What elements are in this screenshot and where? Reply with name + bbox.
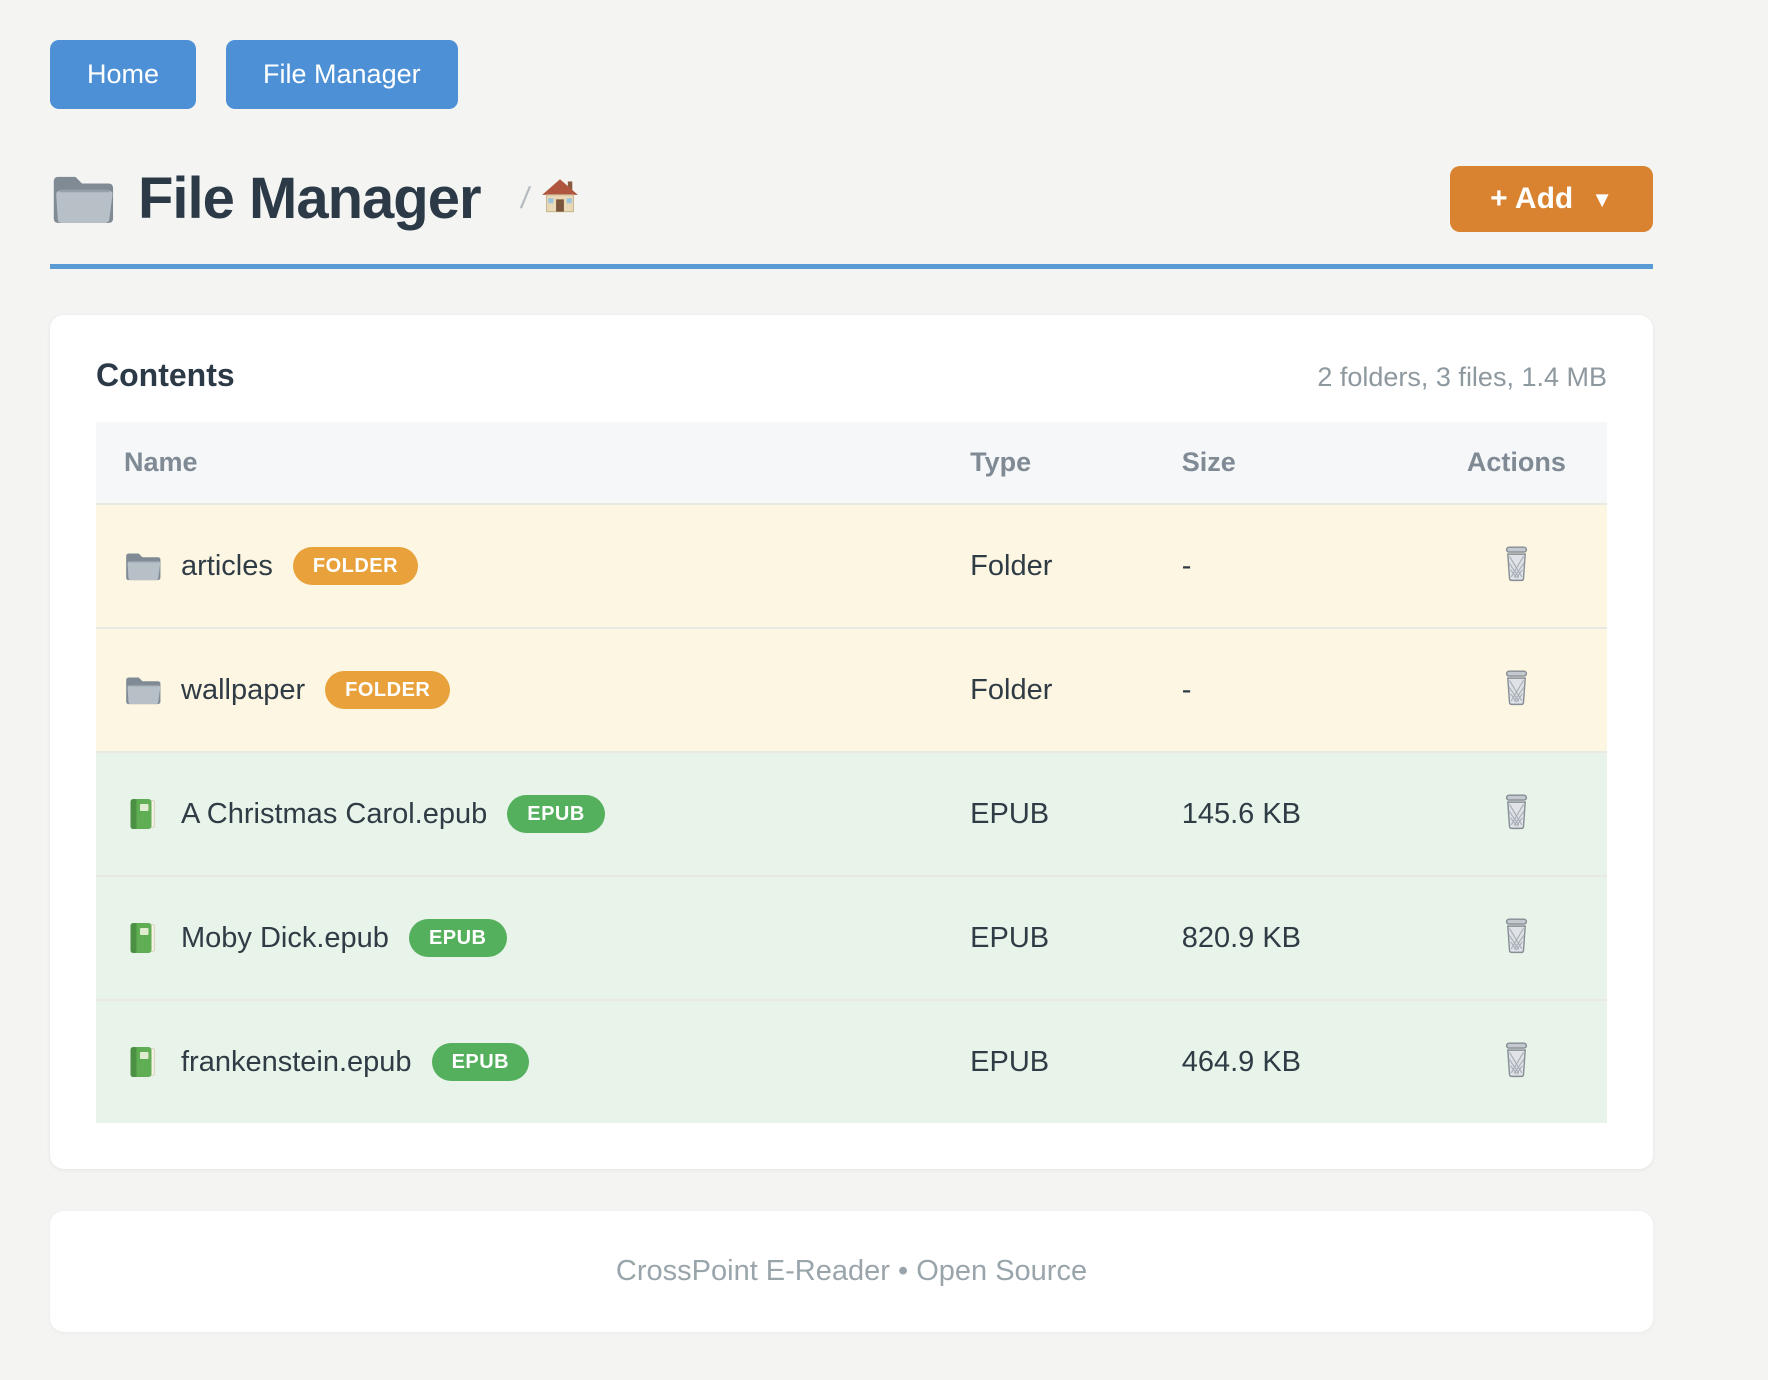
column-header-type: Type xyxy=(942,422,1154,504)
file-name[interactable]: wallpaper xyxy=(181,673,306,706)
contents-card: Contents 2 folders, 3 files, 1.4 MB Name… xyxy=(50,315,1653,1169)
type-cell: EPUB xyxy=(942,875,1154,1000)
table-body: articles FOLDER Folder - wallpaper FOLDE… xyxy=(96,503,1607,1123)
type-badge: EPUB xyxy=(507,795,605,833)
folder-icon xyxy=(124,674,161,706)
size-cell: - xyxy=(1153,503,1426,628)
size-cell: 145.6 KB xyxy=(1153,751,1426,876)
delete-button[interactable] xyxy=(1495,790,1538,834)
type-cell: Folder xyxy=(942,627,1154,752)
column-header-actions: Actions xyxy=(1425,422,1607,504)
file-name[interactable]: A Christmas Carol.epub xyxy=(181,797,488,830)
delete-button[interactable] xyxy=(1495,542,1538,586)
delete-button[interactable] xyxy=(1495,1038,1538,1082)
type-badge: FOLDER xyxy=(325,671,451,709)
table-row: articles FOLDER Folder - xyxy=(96,503,1607,628)
breadcrumb-separator: / xyxy=(518,181,532,215)
type-badge: FOLDER xyxy=(292,547,419,585)
file-manager-nav-button[interactable]: File Manager xyxy=(226,40,458,109)
type-badge: EPUB xyxy=(408,919,507,957)
size-cell: 464.9 KB xyxy=(1153,999,1426,1123)
epub-book-icon xyxy=(124,922,161,954)
add-button[interactable]: + Add ▼ xyxy=(1450,165,1653,232)
table-row: A Christmas Carol.epub EPUB EPUB 145.6 K… xyxy=(96,751,1607,876)
table-row: Moby Dick.epub EPUB EPUB 820.9 KB xyxy=(96,875,1607,1000)
size-cell: - xyxy=(1153,627,1426,752)
delete-button[interactable] xyxy=(1495,914,1538,958)
column-header-size: Size xyxy=(1153,422,1426,504)
file-name[interactable]: articles xyxy=(181,549,273,582)
file-table: Name Type Size Actions articles FOLDER F… xyxy=(96,422,1607,1123)
size-cell: 820.9 KB xyxy=(1153,875,1426,1000)
home-icon[interactable] xyxy=(541,178,579,219)
footer: CrossPoint E-Reader • Open Source xyxy=(50,1211,1653,1332)
trash-icon xyxy=(1501,918,1532,954)
trash-icon xyxy=(1501,794,1532,830)
breadcrumb: / xyxy=(518,178,579,219)
folder-icon xyxy=(124,550,161,582)
trash-icon xyxy=(1501,670,1532,706)
table-row: wallpaper FOLDER Folder - xyxy=(96,627,1607,752)
add-button-label: + Add xyxy=(1490,181,1574,215)
page-title: File Manager xyxy=(138,166,482,231)
type-cell: EPUB xyxy=(942,999,1154,1123)
table-row: frankenstein.epub EPUB EPUB 464.9 KB xyxy=(96,999,1607,1123)
folder-icon xyxy=(50,172,114,225)
type-badge: EPUB xyxy=(431,1043,530,1081)
epub-book-icon xyxy=(124,798,161,830)
contents-summary: 2 folders, 3 files, 1.4 MB xyxy=(1317,362,1607,392)
footer-text: CrossPoint E-Reader • Open Source xyxy=(615,1255,1088,1287)
trash-icon xyxy=(1501,1042,1532,1078)
home-nav-button[interactable]: Home xyxy=(50,40,197,109)
page-header: File Manager / + Add ▼ xyxy=(50,165,1653,232)
column-header-name: Name xyxy=(96,422,943,504)
file-name[interactable]: frankenstein.epub xyxy=(181,1045,412,1078)
chevron-down-icon: ▼ xyxy=(1591,186,1613,212)
card-title: Contents xyxy=(96,357,235,393)
top-nav: Home File Manager xyxy=(50,40,1653,109)
trash-icon xyxy=(1501,546,1532,582)
type-cell: Folder xyxy=(942,503,1154,628)
type-cell: EPUB xyxy=(942,751,1154,876)
epub-book-icon xyxy=(124,1046,161,1078)
delete-button[interactable] xyxy=(1495,666,1538,710)
file-name[interactable]: Moby Dick.epub xyxy=(181,921,389,954)
table-header-row: Name Type Size Actions xyxy=(96,422,1607,504)
accent-divider xyxy=(50,264,1653,269)
